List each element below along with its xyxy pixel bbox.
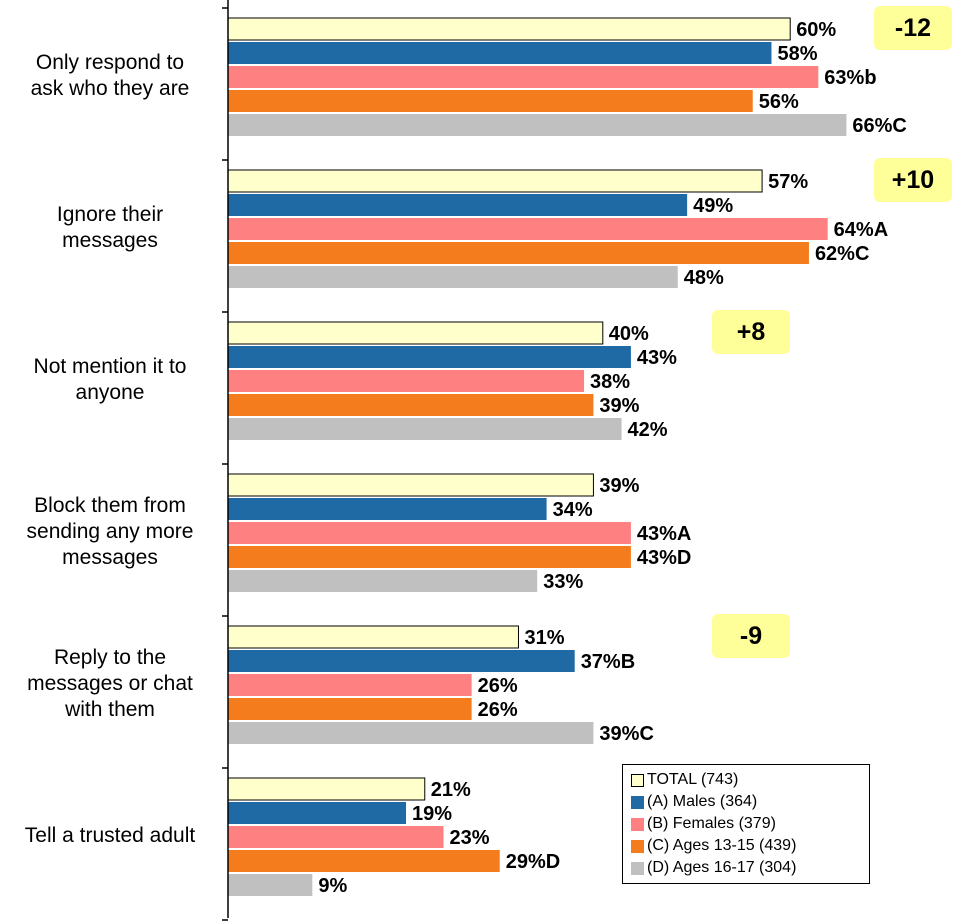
value-label-ages-13-15-1: 62%C <box>815 243 869 265</box>
bar-ages-13-15-5 <box>228 850 500 872</box>
value-label-ages-16-17-4: 39%C <box>599 723 653 745</box>
value-label-males-5: 19% <box>412 803 452 825</box>
value-label-total-5: 21% <box>431 779 471 801</box>
bar-total-3 <box>227 473 594 497</box>
value-label-ages-13-15-5: 29%D <box>506 851 560 873</box>
legend-item-males: (A) Males (364) <box>631 791 869 813</box>
value-label-total-0: 60% <box>796 19 836 41</box>
legend-label-total: TOTAL (743) <box>647 771 739 788</box>
bar-females-5 <box>228 826 444 848</box>
value-label-ages-16-17-0: 66%C <box>852 115 906 137</box>
bar-females-4 <box>228 674 472 696</box>
value-label-ages-16-17-2: 42% <box>628 419 668 441</box>
legend-label-ages-13-15: (C) Ages 13-15 (439) <box>647 837 797 854</box>
value-label-females-0: 63%b <box>824 67 876 89</box>
legend-swatch-males <box>631 795 644 809</box>
bar-ages-16-17-5 <box>228 874 313 896</box>
category-label-block-them-from: Block them from sending any more message… <box>26 494 194 569</box>
bar-total-1 <box>227 169 763 193</box>
bar-males-3 <box>228 498 547 520</box>
bar-males-2 <box>228 346 631 368</box>
value-label-total-4: 31% <box>524 627 564 649</box>
category-label-only-respond-to: Only respond to ask who they are <box>30 51 190 100</box>
bar-males-5 <box>228 802 407 824</box>
bar-ages-16-17-1 <box>228 266 678 288</box>
value-label-males-2: 43% <box>637 347 677 369</box>
legend-label-ages-16-17: (D) Ages 16-17 (304) <box>647 859 797 876</box>
bar-females-0 <box>228 66 819 88</box>
category-label-ignore-their: Ignore their messages <box>56 203 164 252</box>
value-label-ages-13-15-3: 43%D <box>637 547 691 569</box>
legend-label-females: (B) Females (379) <box>647 815 776 832</box>
value-labels-layer: 60%58%63%b56%66%C57%49%64%A62%C48%40%43%… <box>318 19 907 897</box>
value-label-total-2: 40% <box>609 323 649 345</box>
legend-swatch-ages-16-17 <box>631 861 644 875</box>
legend-swatch-ages-13-15 <box>631 839 644 853</box>
difference-callout-0: -12 <box>874 6 952 50</box>
legend: TOTAL (743) (A) Males (364) (B) Females … <box>622 764 870 884</box>
value-label-total-3: 39% <box>599 475 639 497</box>
bar-total-0 <box>227 17 791 41</box>
category-label-not-mention-it-to: Not mention it to anyone <box>33 355 187 404</box>
legend-item-ages-16-17: (D) Ages 16-17 (304) <box>631 857 869 879</box>
value-label-males-1: 49% <box>693 195 733 217</box>
value-label-males-0: 58% <box>777 43 817 65</box>
bar-total-5 <box>227 777 426 801</box>
legend-label-males: (A) Males (364) <box>647 793 758 810</box>
value-label-ages-13-15-2: 39% <box>599 395 639 417</box>
bar-total-2 <box>227 321 604 345</box>
difference-callout-2: +8 <box>712 310 790 354</box>
bar-ages-13-15-4 <box>228 698 472 720</box>
bar-males-1 <box>228 194 688 216</box>
legend-swatch-total <box>631 773 644 787</box>
value-label-males-3: 34% <box>553 499 593 521</box>
bar-females-2 <box>228 370 585 392</box>
legend-swatch-females <box>631 817 644 831</box>
y-axis-ticks <box>222 7 228 921</box>
value-label-total-1: 57% <box>768 171 808 193</box>
bar-ages-13-15-2 <box>228 394 594 416</box>
value-label-ages-16-17-5: 9% <box>318 875 347 897</box>
value-label-ages-16-17-3: 33% <box>543 571 583 593</box>
bar-males-0 <box>228 42 772 64</box>
value-label-females-2: 38% <box>590 371 630 393</box>
bar-ages-13-15-1 <box>228 242 809 264</box>
bar-ages-16-17-3 <box>228 570 538 592</box>
value-label-females-4: 26% <box>478 675 518 697</box>
difference-callout-1: +10 <box>874 158 952 202</box>
legend-item-females: (B) Females (379) <box>631 813 869 835</box>
value-label-females-3: 43%A <box>637 523 691 545</box>
bar-females-1 <box>228 218 828 240</box>
bars-layer <box>227 17 847 896</box>
bar-ages-13-15-3 <box>228 546 631 568</box>
value-label-ages-13-15-0: 56% <box>759 91 799 113</box>
value-label-males-4: 37%B <box>581 651 635 673</box>
bar-total-4 <box>227 625 519 649</box>
bar-ages-16-17-2 <box>228 418 622 440</box>
bar-males-4 <box>228 650 575 672</box>
category-label-tell-a-trusted-adult: Tell a trusted adult <box>24 824 196 847</box>
bar-females-3 <box>228 522 631 544</box>
value-label-ages-16-17-1: 48% <box>684 267 724 289</box>
category-label-reply-to-the: Reply to the messages or chat with them <box>27 646 193 721</box>
difference-callout-4: -9 <box>712 614 790 658</box>
legend-item-ages-13-15: (C) Ages 13-15 (439) <box>631 835 869 857</box>
value-label-females-1: 64%A <box>834 219 888 241</box>
value-label-ages-13-15-4: 26% <box>478 699 518 721</box>
legend-item-total: TOTAL (743) <box>631 769 869 791</box>
value-label-females-5: 23% <box>450 827 490 849</box>
bar-ages-16-17-0 <box>228 114 847 136</box>
bar-ages-16-17-4 <box>228 722 594 744</box>
bar-ages-13-15-0 <box>228 90 753 112</box>
